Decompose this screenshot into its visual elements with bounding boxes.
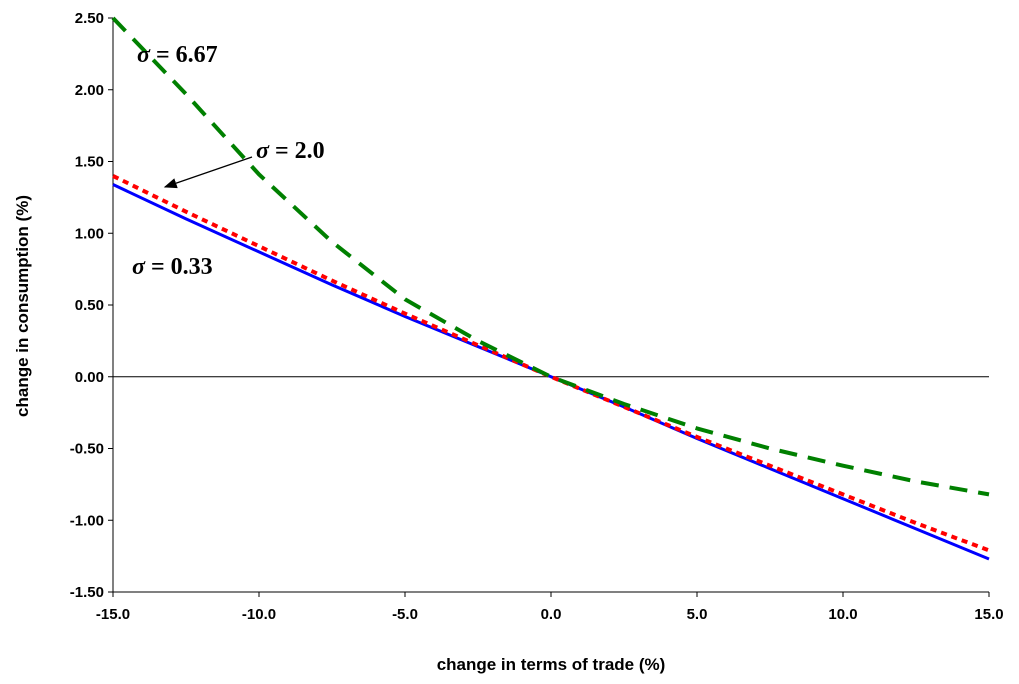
series-line-0.33 (112, 183, 990, 561)
annotation-sigma-0.33-symbol: σ (132, 254, 146, 280)
series-line-6.67 (111, 16, 990, 497)
y-tick-label: 2.00 (75, 82, 104, 99)
y-tick-label: -0.50 (70, 441, 104, 458)
x-tick-label: -15.0 (96, 606, 130, 623)
annotation-sigma-0.33-value: = 0.33 (145, 254, 213, 280)
annotation-sigma-2.0: σ = 2.0 (256, 138, 325, 164)
x-axis-title: change in terms of trade (%) (437, 655, 666, 674)
annotation-sigma-2.0-symbol: σ (256, 138, 270, 164)
y-tick-label: -1.00 (70, 512, 104, 529)
annotation-arrow (163, 156, 253, 189)
x-tick-label: -10.0 (242, 606, 276, 623)
x-tick-label: 0.0 (541, 606, 562, 623)
y-tick-label: 1.00 (75, 225, 104, 242)
series-line-2.0 (112, 174, 990, 553)
x-tick-label: -5.0 (392, 606, 418, 623)
x-tick-label: 10.0 (828, 606, 857, 623)
y-tick-label: 0.00 (75, 369, 104, 386)
annotation-sigma-6.67-value: = 6.67 (150, 42, 218, 68)
y-axis-title: change in consumption (%) (13, 195, 32, 417)
y-tick-label: 0.50 (75, 297, 104, 314)
y-tick-label: 1.50 (75, 154, 104, 171)
x-tick-label: 15.0 (974, 606, 1003, 623)
y-tick-label: 2.50 (75, 10, 104, 27)
y-tick-label: -1.50 (70, 584, 104, 601)
annotation-sigma-2.0-value: = 2.0 (269, 138, 325, 164)
x-tick-label: 5.0 (687, 606, 708, 623)
annotation-sigma-6.67-symbol: σ (137, 42, 151, 68)
annotation-sigma-6.67: σ = 6.67 (137, 42, 218, 68)
annotation-sigma-0.33: σ = 0.33 (132, 254, 213, 280)
